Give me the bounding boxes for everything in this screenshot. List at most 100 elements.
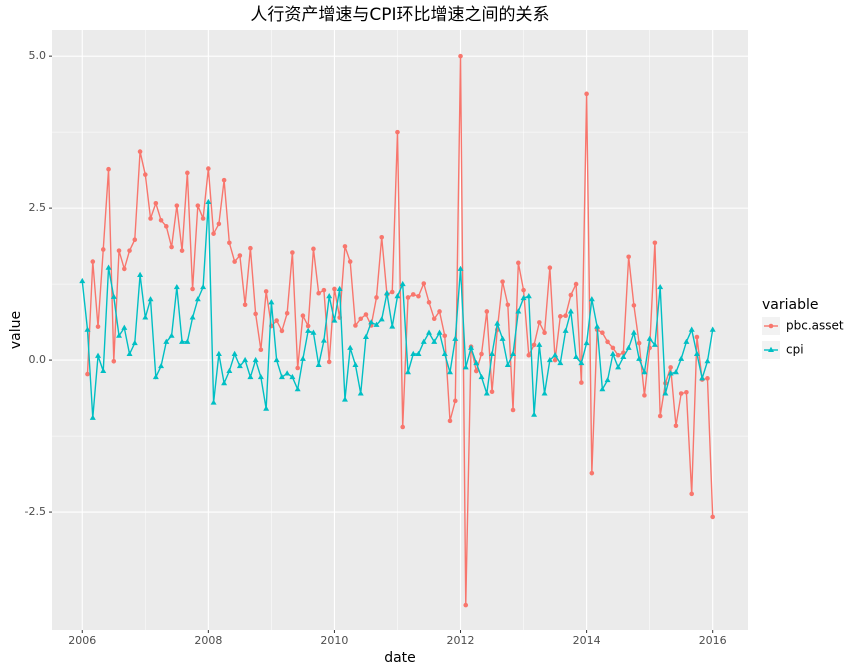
point <box>600 330 605 336</box>
point <box>331 317 338 323</box>
point <box>531 342 537 348</box>
point <box>179 338 186 344</box>
point <box>573 281 579 287</box>
point <box>667 370 674 376</box>
point <box>383 290 390 296</box>
point <box>631 303 637 308</box>
point <box>294 386 301 392</box>
point <box>295 365 300 371</box>
x-tick-label: 2012 <box>447 634 475 647</box>
point <box>200 283 207 290</box>
point <box>584 91 589 97</box>
y-axis-title: value <box>8 311 24 349</box>
point <box>452 398 458 404</box>
point <box>394 293 401 299</box>
point <box>578 359 585 366</box>
point <box>500 279 505 284</box>
point <box>437 309 442 314</box>
point <box>153 200 159 206</box>
point <box>542 330 547 336</box>
point <box>563 313 568 319</box>
point <box>299 355 306 361</box>
point <box>194 296 201 302</box>
point <box>526 352 532 358</box>
point <box>446 369 453 375</box>
legend-label: pbc.asset <box>786 319 844 333</box>
legend-marker <box>768 323 774 329</box>
legend-marker <box>768 346 774 352</box>
point <box>431 338 438 344</box>
point <box>362 333 369 339</box>
point <box>189 314 196 320</box>
point <box>646 335 653 341</box>
point <box>131 339 138 346</box>
point <box>705 376 710 381</box>
point <box>395 129 400 135</box>
point <box>520 294 527 301</box>
point <box>473 368 479 374</box>
point <box>200 216 206 221</box>
point <box>116 332 123 338</box>
point <box>168 332 175 338</box>
point <box>521 287 526 293</box>
point <box>347 259 353 264</box>
point <box>284 370 291 376</box>
point <box>242 302 248 308</box>
point <box>552 352 559 358</box>
point <box>673 423 679 429</box>
point <box>626 254 631 260</box>
point <box>158 362 165 369</box>
point <box>158 217 164 223</box>
chart-title: 人行资产增速与CPI环比增速之间的关系 <box>250 5 549 25</box>
point <box>79 277 86 284</box>
point <box>122 266 127 272</box>
point <box>710 514 715 520</box>
point <box>315 361 322 367</box>
point <box>525 293 532 299</box>
point <box>505 302 511 308</box>
point <box>227 240 232 246</box>
point <box>426 329 432 335</box>
point <box>236 362 243 369</box>
point <box>258 347 264 353</box>
y-tick-label: 2.5 <box>29 201 47 214</box>
point <box>336 285 343 291</box>
point <box>579 380 584 385</box>
point <box>111 359 117 364</box>
point <box>237 253 243 258</box>
point <box>169 244 174 250</box>
point <box>121 324 128 330</box>
point <box>462 364 469 370</box>
point <box>216 221 222 227</box>
point <box>479 351 484 357</box>
point <box>206 166 211 171</box>
point <box>531 411 538 417</box>
point <box>416 293 421 299</box>
point <box>211 231 216 236</box>
point <box>410 350 417 357</box>
point <box>516 260 521 266</box>
x-tick-label: 2014 <box>573 634 601 647</box>
point <box>651 341 658 347</box>
point <box>693 350 700 357</box>
point <box>604 376 611 383</box>
point <box>431 316 437 322</box>
point <box>116 248 122 253</box>
point <box>636 340 642 346</box>
point <box>95 324 101 329</box>
point <box>163 224 169 229</box>
point <box>248 245 253 251</box>
point <box>100 367 107 374</box>
point <box>599 386 606 392</box>
point <box>389 323 396 329</box>
point <box>274 318 279 323</box>
point <box>588 296 595 302</box>
point <box>620 353 627 360</box>
point <box>357 390 364 396</box>
x-tick-label: 2008 <box>194 634 222 647</box>
point <box>489 350 496 357</box>
point <box>132 237 138 243</box>
point <box>662 390 669 396</box>
point <box>363 312 369 317</box>
point <box>405 295 411 300</box>
